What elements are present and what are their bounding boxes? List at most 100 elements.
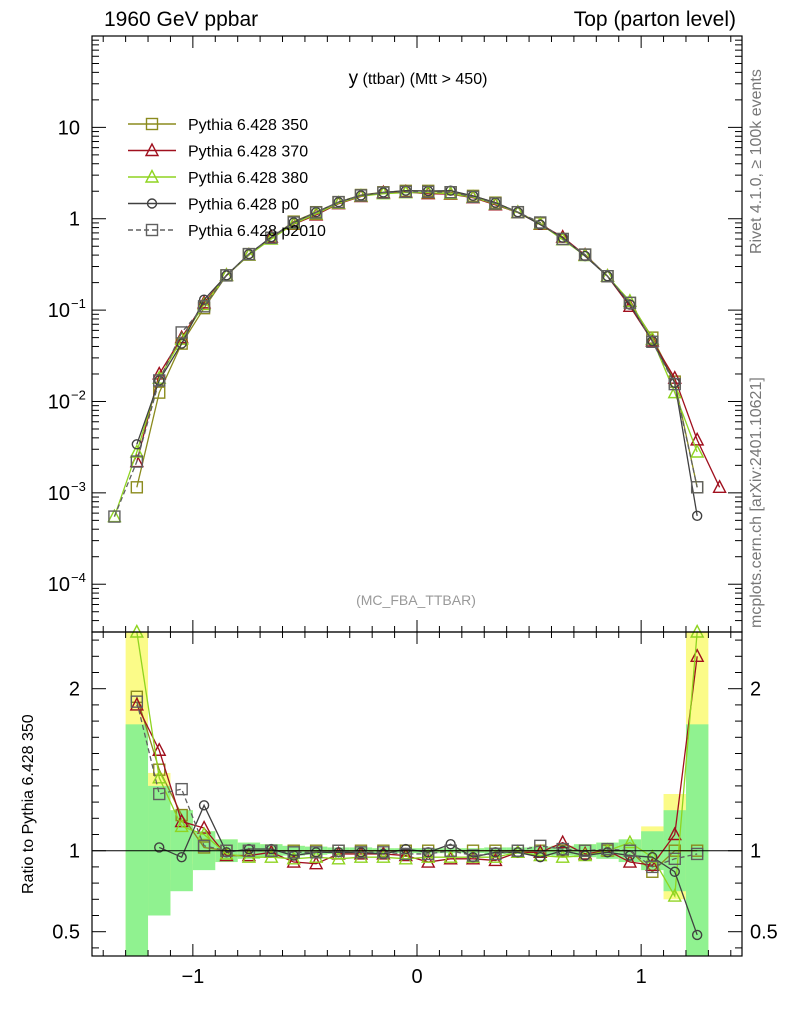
legend-label-p2010: Pythia 6.428 p2010	[188, 223, 326, 240]
main-point-p0	[535, 219, 546, 230]
plot-title: y (ttbar) (Mtt > 450)	[349, 68, 488, 89]
ratio-point-p0	[445, 839, 456, 850]
ratio-point-p370	[241, 847, 257, 862]
main-point-p0	[243, 248, 255, 260]
main-point-p0	[288, 217, 299, 228]
ratio-point-p0	[535, 851, 546, 863]
main-point-p2010	[399, 185, 412, 199]
main-point-p2010	[444, 186, 457, 199]
ratio-point-p2010	[601, 842, 614, 856]
main-point-p2010	[287, 216, 300, 229]
main-point-p2010	[601, 270, 614, 283]
ratio-point-p2010	[690, 847, 704, 861]
main-point-p2010	[511, 205, 525, 219]
ratio-point-p380	[152, 769, 167, 784]
ratio-y-tick-label-left: 0.5	[52, 922, 80, 944]
legend-marker-p2010	[145, 223, 159, 237]
ratio-point-p2010	[309, 846, 323, 859]
x-tick-label: −1	[181, 966, 204, 988]
ratio-point-p370	[421, 854, 436, 868]
ratio-point-p2010	[377, 846, 390, 859]
main-point-p0	[221, 270, 232, 281]
main-point-p370	[712, 479, 727, 494]
ratio-line-p2010	[136, 701, 698, 868]
main-point-p2010	[489, 197, 502, 210]
ratio-point-p370	[152, 742, 167, 756]
ratio-point-p380	[600, 842, 615, 857]
main-point-p380	[129, 443, 144, 458]
ratio-point-p370	[577, 845, 593, 860]
main-point-p0	[378, 187, 389, 198]
main-y-tick-label: 10	[48, 300, 70, 322]
ratio-point-p380	[219, 845, 234, 860]
ratio-point-p0	[176, 851, 187, 863]
ratio-point-p0	[602, 847, 613, 858]
main-point-p2010	[153, 374, 166, 387]
ratio-frame	[91, 631, 743, 957]
ratio-point-p370	[308, 855, 324, 870]
legend-marker-p350	[145, 117, 159, 131]
ratio-point-p380	[129, 623, 144, 638]
x-tick-label: 0	[411, 966, 422, 988]
main-point-p0	[602, 271, 613, 282]
ratio-point-p2010	[175, 782, 188, 796]
ratio-point-p2010	[489, 847, 502, 861]
ratio-line-p370	[136, 656, 698, 866]
ratio-point-p0	[691, 929, 703, 941]
main-point-p380	[286, 215, 301, 230]
main-point-p0	[176, 338, 187, 349]
legend-marker-p0	[146, 198, 158, 209]
ratio-point-p2010	[130, 695, 144, 708]
ratio-point-p370	[286, 854, 301, 868]
ratio-point-p2010	[466, 849, 480, 862]
ratio-point-p2010	[287, 846, 300, 859]
legend-label-p380: Pythia 6.428 380	[188, 170, 308, 187]
main-point-p2010	[108, 510, 121, 523]
ratio-point-p2010	[153, 787, 166, 801]
main-y-tick-label: 10	[48, 391, 70, 413]
x-tick-label: 1	[636, 966, 647, 988]
main-y-tick-exponent: −2	[71, 387, 86, 402]
main-line-p2010	[113, 191, 698, 517]
main-plot-series	[107, 184, 727, 523]
main-y-tick-exponent: −3	[71, 479, 86, 494]
main-point-p2010	[242, 247, 256, 261]
main-point-p0	[512, 206, 524, 218]
ratio-point-p370	[667, 826, 682, 841]
main-point-p0	[131, 439, 143, 450]
legend-label-p0: Pythia 6.428 p0	[188, 197, 299, 214]
ratio-y-tick-label-right: 0.5	[750, 922, 778, 944]
main-point-p2010	[422, 185, 435, 199]
main-point-p350	[130, 481, 144, 494]
ratio-point-p370	[353, 845, 369, 860]
ratio-point-p370	[690, 648, 705, 662]
ratio-y-tick-label-right: 1	[750, 841, 761, 863]
main-point-p2010	[623, 296, 637, 310]
ratio-point-p0	[669, 866, 680, 877]
main-y-tick-exponent: −4	[71, 570, 86, 585]
ratio-green-band-bin	[685, 724, 709, 956]
ratio-point-p0	[154, 842, 165, 853]
ratio-point-p380	[398, 850, 413, 865]
ratio-point-p380	[533, 847, 548, 862]
ratio-line-p0	[158, 803, 698, 936]
main-point-p2010	[690, 481, 704, 494]
ratio-point-p380	[622, 834, 638, 849]
ratio-point-p2010	[668, 852, 681, 865]
main-point-p2010	[265, 231, 278, 244]
ratio-point-p380	[331, 850, 346, 865]
main-y-tick-label: 1	[69, 209, 80, 231]
main-point-p350	[153, 386, 166, 399]
main-point-p2010	[466, 190, 480, 203]
main-y-tick-label: 10	[48, 574, 70, 596]
main-point-p2010	[377, 186, 390, 199]
ratio-point-p2010	[399, 847, 412, 861]
plot-title-sub: (ttbar) (Mtt > 450)	[358, 71, 487, 88]
main-point-p0	[333, 196, 344, 208]
ratio-point-p2010	[556, 842, 569, 856]
plot-title-main: y	[349, 68, 359, 89]
ratio-plot-series	[129, 623, 705, 941]
main-point-p2010	[578, 248, 592, 261]
ratio-point-p380	[555, 849, 570, 863]
